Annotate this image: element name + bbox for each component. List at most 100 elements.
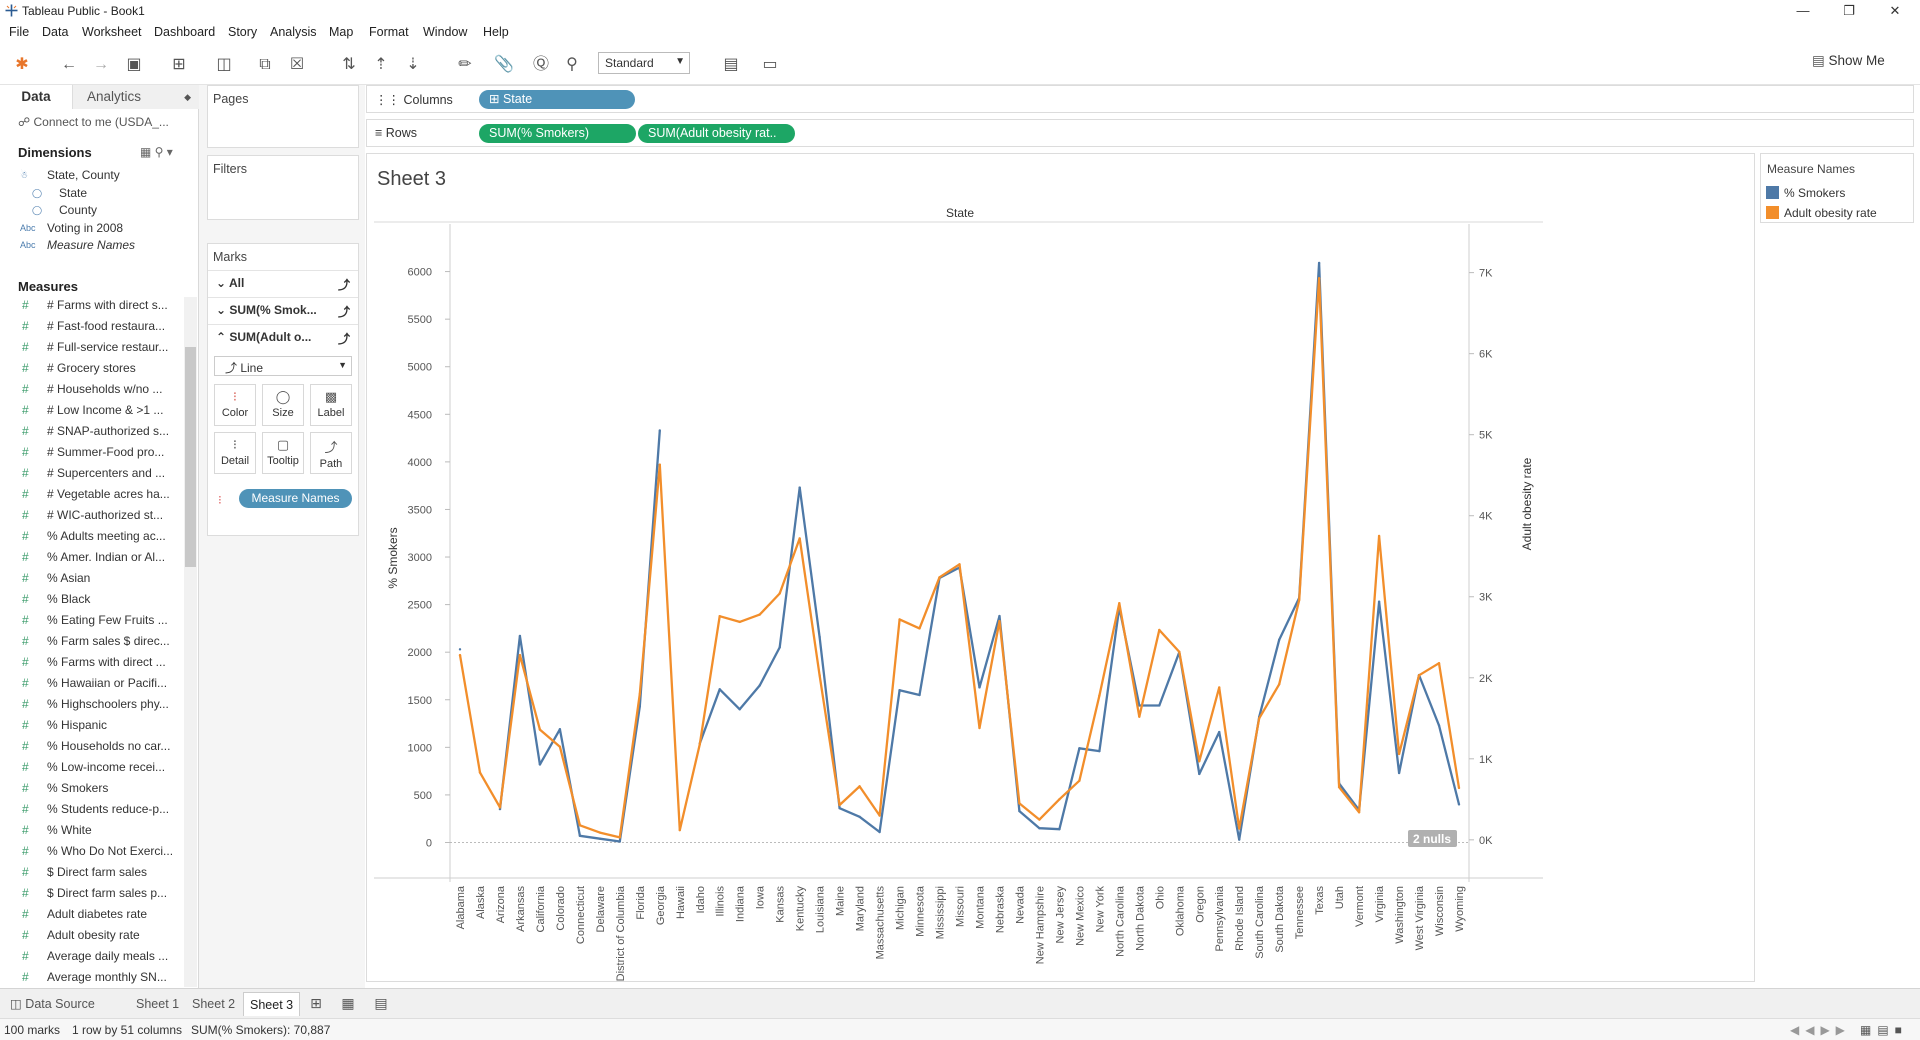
measure-item[interactable]: # # Summer-Food pro... (0, 442, 180, 463)
undo-icon[interactable]: ← (61, 56, 77, 73)
data-point[interactable] (698, 743, 701, 746)
data-point[interactable] (1118, 602, 1121, 605)
dimension-item[interactable]: ◯ State (0, 183, 180, 204)
state-pill[interactable]: ⊞ State (479, 90, 635, 109)
data-point[interactable] (638, 692, 642, 696)
data-point[interactable] (938, 576, 941, 579)
measure-item[interactable]: # Adult diabetes rate (0, 904, 180, 925)
data-point[interactable] (1218, 686, 1221, 689)
pager-icon[interactable]: ◀◀▶▶ (1790, 1023, 1851, 1037)
fix-axes-icon[interactable]: ⚲ (566, 56, 578, 73)
save-icon[interactable]: ▣ (126, 56, 142, 73)
data-connection[interactable]: ☍ Connect to me (USDA_... (18, 115, 169, 129)
data-point[interactable] (598, 831, 602, 834)
mark-button-label[interactable]: ▩ Label (310, 384, 352, 426)
data-point[interactable] (1357, 811, 1361, 814)
measure-item[interactable]: # % Asian (0, 568, 180, 589)
measure-item[interactable]: # % Low-income recei... (0, 757, 180, 778)
data-point[interactable] (598, 837, 602, 840)
menu-dashboard[interactable]: Dashboard (154, 25, 216, 39)
scrollbar-thumb[interactable] (185, 347, 196, 567)
measure-item[interactable]: # $ Direct farm sales (0, 862, 180, 883)
measure-item[interactable]: # # Supercenters and ... (0, 463, 180, 484)
data-point[interactable] (578, 834, 582, 838)
data-point[interactable] (1158, 628, 1161, 632)
measure-item[interactable]: # Adult obesity rate (0, 925, 180, 946)
measure-item[interactable]: # # Full-service restaur... (0, 337, 180, 358)
maximize-icon[interactable]: ❐ (1843, 3, 1855, 18)
data-point[interactable] (878, 830, 881, 834)
data-point[interactable] (1238, 827, 1241, 830)
data-point[interactable] (998, 619, 1001, 623)
data-point[interactable] (918, 627, 921, 630)
data-point[interactable] (1038, 818, 1041, 821)
data-point[interactable] (1277, 638, 1281, 642)
menu-window[interactable]: Window (423, 25, 468, 39)
measure-item[interactable]: # # Farms with direct s... (0, 295, 180, 316)
data-point[interactable] (1058, 798, 1061, 801)
mark-type-select[interactable]: ⤴ Line ▼ (214, 356, 352, 376)
data-point[interactable] (1018, 809, 1021, 813)
tab-sheet-1[interactable]: Sheet 1 (136, 997, 180, 1011)
mark-button-size[interactable]: ◯ Size (262, 384, 304, 426)
measure-item[interactable]: # Average monthly SN... (0, 967, 180, 988)
data-point[interactable] (1078, 779, 1081, 782)
show-labels-icon[interactable]: Ⓠ (532, 56, 549, 73)
sort-descending-icon[interactable]: ⇣ (406, 56, 420, 73)
tab-sheet-3[interactable]: Sheet 3 (243, 992, 301, 1016)
data-point[interactable] (758, 684, 761, 687)
minimize-icon[interactable]: — (1796, 3, 1810, 18)
data-point[interactable] (1078, 747, 1081, 750)
sort-ascending-icon[interactable]: ⇡ (374, 56, 388, 73)
data-point[interactable] (1098, 694, 1101, 697)
measure-item[interactable]: # # Fast-food restaura... (0, 316, 180, 337)
data-point[interactable] (1138, 715, 1141, 718)
data-point[interactable] (958, 563, 961, 566)
measure-item[interactable]: # # Vegetable acres ha... (0, 484, 180, 505)
show-me-button[interactable]: ▤ Show Me (1812, 53, 1885, 69)
data-point[interactable] (678, 828, 681, 832)
dimension-item[interactable]: ☃ State, County (0, 165, 180, 186)
menu-format[interactable]: Format (369, 25, 409, 39)
data-point[interactable] (758, 613, 761, 616)
data-point[interactable] (618, 840, 622, 843)
data-point[interactable] (858, 815, 861, 818)
measure-item[interactable]: # % Households no car... (0, 736, 180, 757)
data-point[interactable] (1098, 749, 1101, 753)
marks-obesity-row[interactable]: ⌃ SUM(Adult o... ⤴ (208, 324, 358, 348)
data-point[interactable] (458, 653, 462, 657)
data-point[interactable] (1337, 785, 1341, 789)
highlight-icon[interactable]: ✏ (458, 56, 472, 73)
data-point[interactable] (1198, 760, 1201, 763)
data-point[interactable] (978, 726, 981, 730)
menu-help[interactable]: Help (483, 25, 509, 39)
measure-item[interactable]: # % Hawaiian or Pacifi... (0, 673, 180, 694)
menu-data[interactable]: Data (42, 25, 69, 39)
measure-item[interactable]: # % Students reduce-p... (0, 799, 180, 820)
data-point[interactable] (658, 463, 661, 466)
data-point[interactable] (1437, 724, 1441, 727)
measure-item[interactable]: # % Eating Few Fruits ... (0, 610, 180, 631)
data-point[interactable] (498, 806, 502, 809)
data-point[interactable] (1218, 730, 1221, 734)
marks-smokers-row[interactable]: ⌄ SUM(% Smok... ⤴ (208, 297, 358, 321)
measure-item[interactable]: # % Who Do Not Exerci... (0, 841, 180, 862)
measure-item[interactable]: # % Black (0, 589, 180, 610)
data-point[interactable] (558, 728, 562, 731)
dimension-item[interactable]: Abc Measure Names (0, 235, 180, 256)
dimension-item[interactable]: Abc Voting in 2008 (0, 218, 180, 239)
data-point[interactable] (858, 785, 861, 788)
data-point[interactable] (1317, 277, 1321, 280)
measure-item[interactable]: # # SNAP-authorized s... (0, 421, 180, 442)
data-point[interactable] (1178, 650, 1181, 654)
data-point[interactable] (518, 634, 522, 638)
data-point[interactable] (1018, 802, 1021, 805)
menu-file[interactable]: File (9, 25, 30, 39)
swap-rows-columns-icon[interactable]: ⇅ (342, 56, 356, 73)
measure-item[interactable]: # Average daily meals ... (0, 946, 180, 967)
data-point[interactable] (1258, 717, 1261, 720)
data-point[interactable] (818, 674, 821, 677)
new-sheet-icon[interactable]: ⊞ (310, 995, 322, 1011)
measure-item[interactable]: # # Households w/no ... (0, 379, 180, 400)
mark-button-path[interactable]: ⤴ Path (310, 432, 352, 474)
